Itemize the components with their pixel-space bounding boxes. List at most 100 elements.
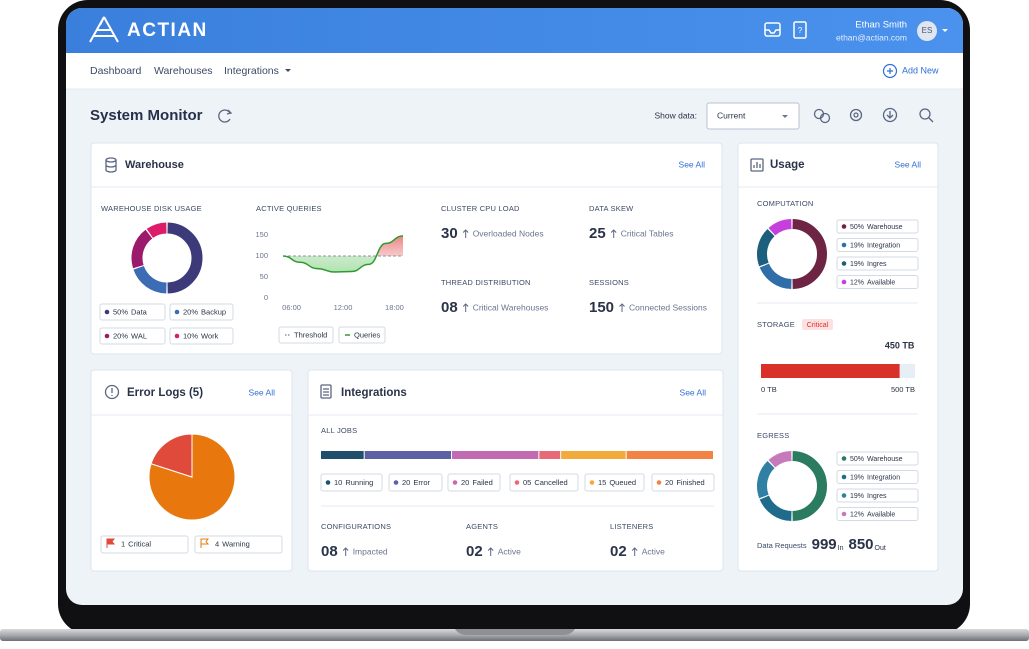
nav-link[interactable]: Warehouses (154, 65, 213, 77)
egress-legend: 50% Warehouse (850, 456, 903, 463)
stat-title: THREAD DISTRIBUTION (441, 278, 531, 287)
stat-title: LISTENERS (610, 522, 653, 531)
integrations-card (307, 369, 724, 572)
log-legend-box (194, 535, 283, 554)
computation-legend-dot (841, 279, 847, 285)
chart-icon (750, 158, 764, 172)
label: WAL (131, 331, 147, 340)
label: Ingres (867, 493, 887, 500)
disk-legend-box (169, 327, 234, 345)
settings-icon[interactable] (849, 108, 863, 122)
warehouse-card (90, 142, 723, 355)
label: Critical (128, 539, 151, 548)
disk-legend: 10% Work (183, 331, 219, 340)
value: 19% (850, 474, 864, 481)
page-title: System Monitor (90, 107, 203, 124)
disk-legend: 20% WAL (113, 331, 147, 340)
label: Finished (676, 478, 704, 487)
computation-legend: 50% Warehouse (850, 224, 903, 231)
computation-legend-box (836, 219, 919, 234)
db-icon (105, 157, 117, 173)
stat-value: 150 (589, 299, 614, 316)
value: 19% (850, 493, 864, 500)
computation-legend: 19% Ingres (850, 261, 887, 268)
see-all[interactable]: See All (249, 387, 276, 397)
storage-min: 0 TB (761, 385, 777, 394)
help-icon[interactable]: ? (793, 21, 807, 39)
x-tick-label: 18:00 (385, 303, 404, 312)
computation-legend-dot (841, 242, 847, 248)
stat-value: 30 (441, 225, 458, 242)
card-title: Error Logs (5) (127, 387, 203, 399)
computation-segment (768, 219, 792, 236)
egress-legend-dot (841, 493, 847, 498)
logo[interactable]: ACTIAN (89, 16, 208, 43)
add-new[interactable]: Add New (882, 63, 940, 79)
flag-icon (200, 538, 210, 548)
compare-icon[interactable] (813, 108, 831, 124)
section-title: WAREHOUSE DISK USAGE (101, 204, 202, 213)
stat-value: 25 (589, 225, 606, 242)
disk-legend-box (99, 303, 166, 321)
log-legend: 4 Warning (215, 539, 250, 548)
select-value: Current (717, 110, 746, 120)
inbox-icon[interactable] (764, 22, 781, 37)
value: 1 (121, 539, 125, 548)
label: Error (413, 478, 430, 487)
search-icon[interactable] (919, 108, 934, 123)
value: 10% (183, 331, 198, 340)
egress-segment (759, 495, 792, 521)
card-title: Integrations (341, 387, 407, 399)
notch (455, 629, 575, 635)
nav-link[interactable]: Dashboard (90, 65, 142, 77)
section-title: STORAGE (757, 320, 795, 329)
stat-title: SESSIONS (589, 278, 629, 287)
value: 19% (850, 261, 864, 268)
legend-label: Threshold (294, 330, 327, 339)
label: Warehouse (867, 224, 903, 231)
job-legend-box (320, 473, 383, 492)
value: 15 (598, 478, 606, 487)
job-legend: 15 Queued (598, 478, 636, 487)
see-all[interactable]: See All (679, 159, 706, 169)
value: 50% (113, 307, 128, 316)
stat-caption: Active (642, 546, 665, 556)
requests-unit: In (838, 545, 844, 552)
refresh-icon[interactable] (218, 109, 233, 123)
doc-icon (320, 384, 332, 399)
stat-caption: Overloaded Nodes (473, 228, 544, 238)
show-data-select[interactable]: Current (706, 102, 800, 130)
storage-value: 450 TB (885, 340, 915, 350)
egress-legend-box (836, 488, 919, 503)
job-segment (321, 451, 364, 459)
value: 05 (523, 478, 531, 487)
queries-line (282, 235, 404, 273)
stat-value: 02 (610, 543, 627, 560)
status-badge (802, 319, 833, 330)
see-all[interactable]: See All (895, 159, 922, 169)
avatar[interactable]: ES (917, 21, 948, 41)
egress-segment (768, 451, 792, 468)
see-all[interactable]: See All (680, 387, 707, 397)
disk-segment (146, 222, 167, 239)
disk-legend-dot (174, 309, 180, 315)
up-arrow (619, 303, 625, 312)
disk-legend: 50% Data (113, 307, 148, 316)
stat-title: CONFIGURATIONS (321, 522, 391, 531)
disk-segment (133, 265, 167, 294)
show-data-label: Show data: (654, 110, 697, 120)
egress-legend-box (836, 451, 919, 466)
disk-legend-dot (104, 333, 110, 339)
value: 50% (850, 224, 864, 231)
egress-legend-dot (841, 474, 847, 480)
label: Integration (867, 474, 900, 481)
disk-legend-box (169, 303, 234, 321)
value: 20% (183, 307, 198, 316)
y-tick-label: 0 (264, 293, 268, 302)
egress-legend: 12% Available (850, 511, 895, 518)
download-icon[interactable] (882, 107, 898, 123)
job-legend-box (509, 473, 579, 492)
nav-link[interactable]: Integrations (224, 65, 279, 77)
stat-caption: Connected Sessions (629, 302, 707, 312)
egress-legend-dot (841, 456, 847, 461)
